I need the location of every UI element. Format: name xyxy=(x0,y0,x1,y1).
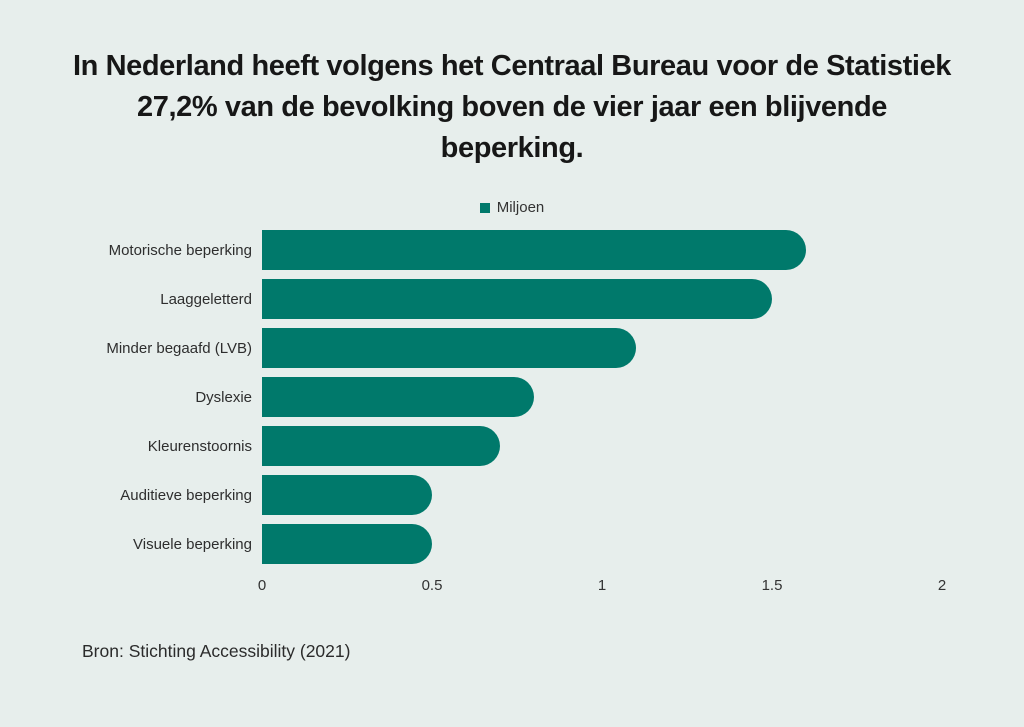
bar-track xyxy=(262,328,942,368)
bar-minder-begaafd-lvb- xyxy=(262,328,636,368)
x-axis-row: 0 0.5 1 1.5 2 xyxy=(0,573,1024,599)
chart-row: Visuele beperking xyxy=(0,524,1024,564)
category-label: Visuele beperking xyxy=(133,535,252,553)
source-caption: Bron: Stichting Accessibility (2021) xyxy=(82,641,351,661)
bar-track xyxy=(262,475,942,515)
x-tick-label: 0.5 xyxy=(421,577,443,594)
bar-track xyxy=(262,377,942,417)
x-axis: 0 0.5 1 1.5 2 xyxy=(258,577,946,599)
legend: Miljoen xyxy=(0,199,1024,216)
bar-rows: Motorische beperking Laaggeletterd Minde… xyxy=(0,230,1024,564)
bar-dyslexie xyxy=(262,377,534,417)
infographic-poster: In Nederland heeft volgens het Centraal … xyxy=(0,46,1024,727)
legend-label: Miljoen xyxy=(496,199,545,216)
category-label: Dyslexie xyxy=(195,388,252,406)
chart-row: Minder begaafd (LVB) xyxy=(0,328,1024,368)
x-tick-label: 2 xyxy=(937,577,947,594)
x-tick-label: 1 xyxy=(597,577,607,594)
bar-track xyxy=(262,230,942,270)
x-tick-label: 1.5 xyxy=(761,577,783,594)
category-label: Laaggeletterd xyxy=(160,290,252,308)
chart-row: Motorische beperking xyxy=(0,230,1024,270)
category-label: Minder begaafd (LVB) xyxy=(106,339,252,357)
chart-row: Kleurenstoornis xyxy=(0,426,1024,466)
bar-laaggeletterd xyxy=(262,279,772,319)
bar-track xyxy=(262,524,942,564)
chart-row: Laaggeletterd xyxy=(0,279,1024,319)
category-label: Motorische beperking xyxy=(108,241,252,259)
category-label: Auditieve beperking xyxy=(120,486,252,504)
bar-kleurenstoornis xyxy=(262,426,500,466)
x-tick-label: 0 xyxy=(257,577,267,594)
bar-track xyxy=(262,426,942,466)
x-axis-spacer xyxy=(0,573,262,599)
bar-motorische-beperking xyxy=(262,230,806,270)
legend-square-icon xyxy=(479,202,490,213)
chart-title: In Nederland heeft volgens het Centraal … xyxy=(72,50,952,164)
bar-auditieve-beperking xyxy=(262,475,432,515)
bar-chart: Motorische beperking Laaggeletterd Minde… xyxy=(0,230,1024,599)
chart-row: Auditieve beperking xyxy=(0,475,1024,515)
bar-track xyxy=(262,279,942,319)
bar-visuele-beperking xyxy=(262,524,432,564)
chart-row: Dyslexie xyxy=(0,377,1024,417)
category-label: Kleurenstoornis xyxy=(147,437,252,455)
